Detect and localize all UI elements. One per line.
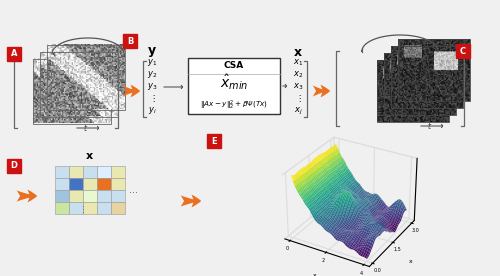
- FancyBboxPatch shape: [7, 47, 21, 61]
- Bar: [97, 178, 111, 190]
- Text: $\mathbf{x}$: $\mathbf{x}$: [293, 46, 303, 59]
- Text: $\vdots$: $\vdots$: [294, 94, 302, 105]
- Text: $x_2$: $x_2$: [293, 70, 303, 80]
- Bar: [97, 166, 111, 178]
- Y-axis label: x: x: [409, 259, 412, 264]
- Bar: [111, 178, 125, 190]
- Bar: [55, 190, 69, 202]
- Bar: [55, 166, 69, 178]
- Bar: [384, 53, 456, 115]
- FancyBboxPatch shape: [188, 58, 280, 114]
- Text: C: C: [460, 46, 466, 55]
- Text: $x_3$: $x_3$: [293, 82, 303, 92]
- Bar: [55, 202, 69, 214]
- FancyBboxPatch shape: [7, 159, 21, 173]
- Text: t: t: [428, 122, 431, 131]
- Text: $y_3$: $y_3$: [147, 81, 157, 92]
- Bar: [83, 166, 97, 178]
- Text: $\|Ax - y\|_2^2 + \beta\Psi(Tx)$: $\|Ax - y\|_2^2 + \beta\Psi(Tx)$: [200, 98, 268, 112]
- FancyBboxPatch shape: [207, 134, 221, 148]
- Bar: [391, 46, 463, 108]
- Bar: [69, 190, 83, 202]
- Text: A: A: [11, 49, 17, 59]
- Text: CSA: CSA: [224, 62, 244, 70]
- Text: ...: ...: [76, 203, 86, 213]
- Text: $\mathbf{x}$: $\mathbf{x}$: [86, 151, 94, 161]
- Bar: [398, 39, 470, 101]
- Bar: [69, 166, 83, 178]
- Text: t: t: [84, 124, 87, 133]
- Text: $y_2$: $y_2$: [147, 70, 157, 81]
- Bar: [69, 202, 83, 214]
- Bar: [33, 59, 111, 123]
- Text: ...: ...: [129, 185, 138, 195]
- Bar: [111, 202, 125, 214]
- Text: $x_1$: $x_1$: [293, 58, 303, 68]
- Bar: [97, 202, 111, 214]
- Text: E: E: [211, 137, 217, 145]
- Bar: [97, 190, 111, 202]
- Bar: [377, 60, 449, 122]
- Text: $y_i$: $y_i$: [148, 105, 156, 116]
- Text: B: B: [127, 36, 133, 46]
- Text: $\mathbf{y}$: $\mathbf{y}$: [147, 45, 157, 59]
- Bar: [69, 178, 83, 190]
- Bar: [111, 190, 125, 202]
- Bar: [40, 52, 118, 116]
- FancyBboxPatch shape: [123, 34, 137, 48]
- Text: $\vdots$: $\vdots$: [148, 94, 156, 105]
- Text: $y_1$: $y_1$: [147, 57, 157, 68]
- Text: $\hat{x}_{min}$: $\hat{x}_{min}$: [220, 72, 248, 92]
- Bar: [111, 166, 125, 178]
- Bar: [47, 44, 125, 110]
- Bar: [83, 178, 97, 190]
- Bar: [83, 202, 97, 214]
- FancyBboxPatch shape: [456, 44, 470, 58]
- Text: D: D: [10, 161, 18, 171]
- Text: $x_j$: $x_j$: [294, 105, 302, 116]
- Bar: [83, 190, 97, 202]
- X-axis label: x: x: [314, 274, 317, 276]
- Bar: [55, 178, 69, 190]
